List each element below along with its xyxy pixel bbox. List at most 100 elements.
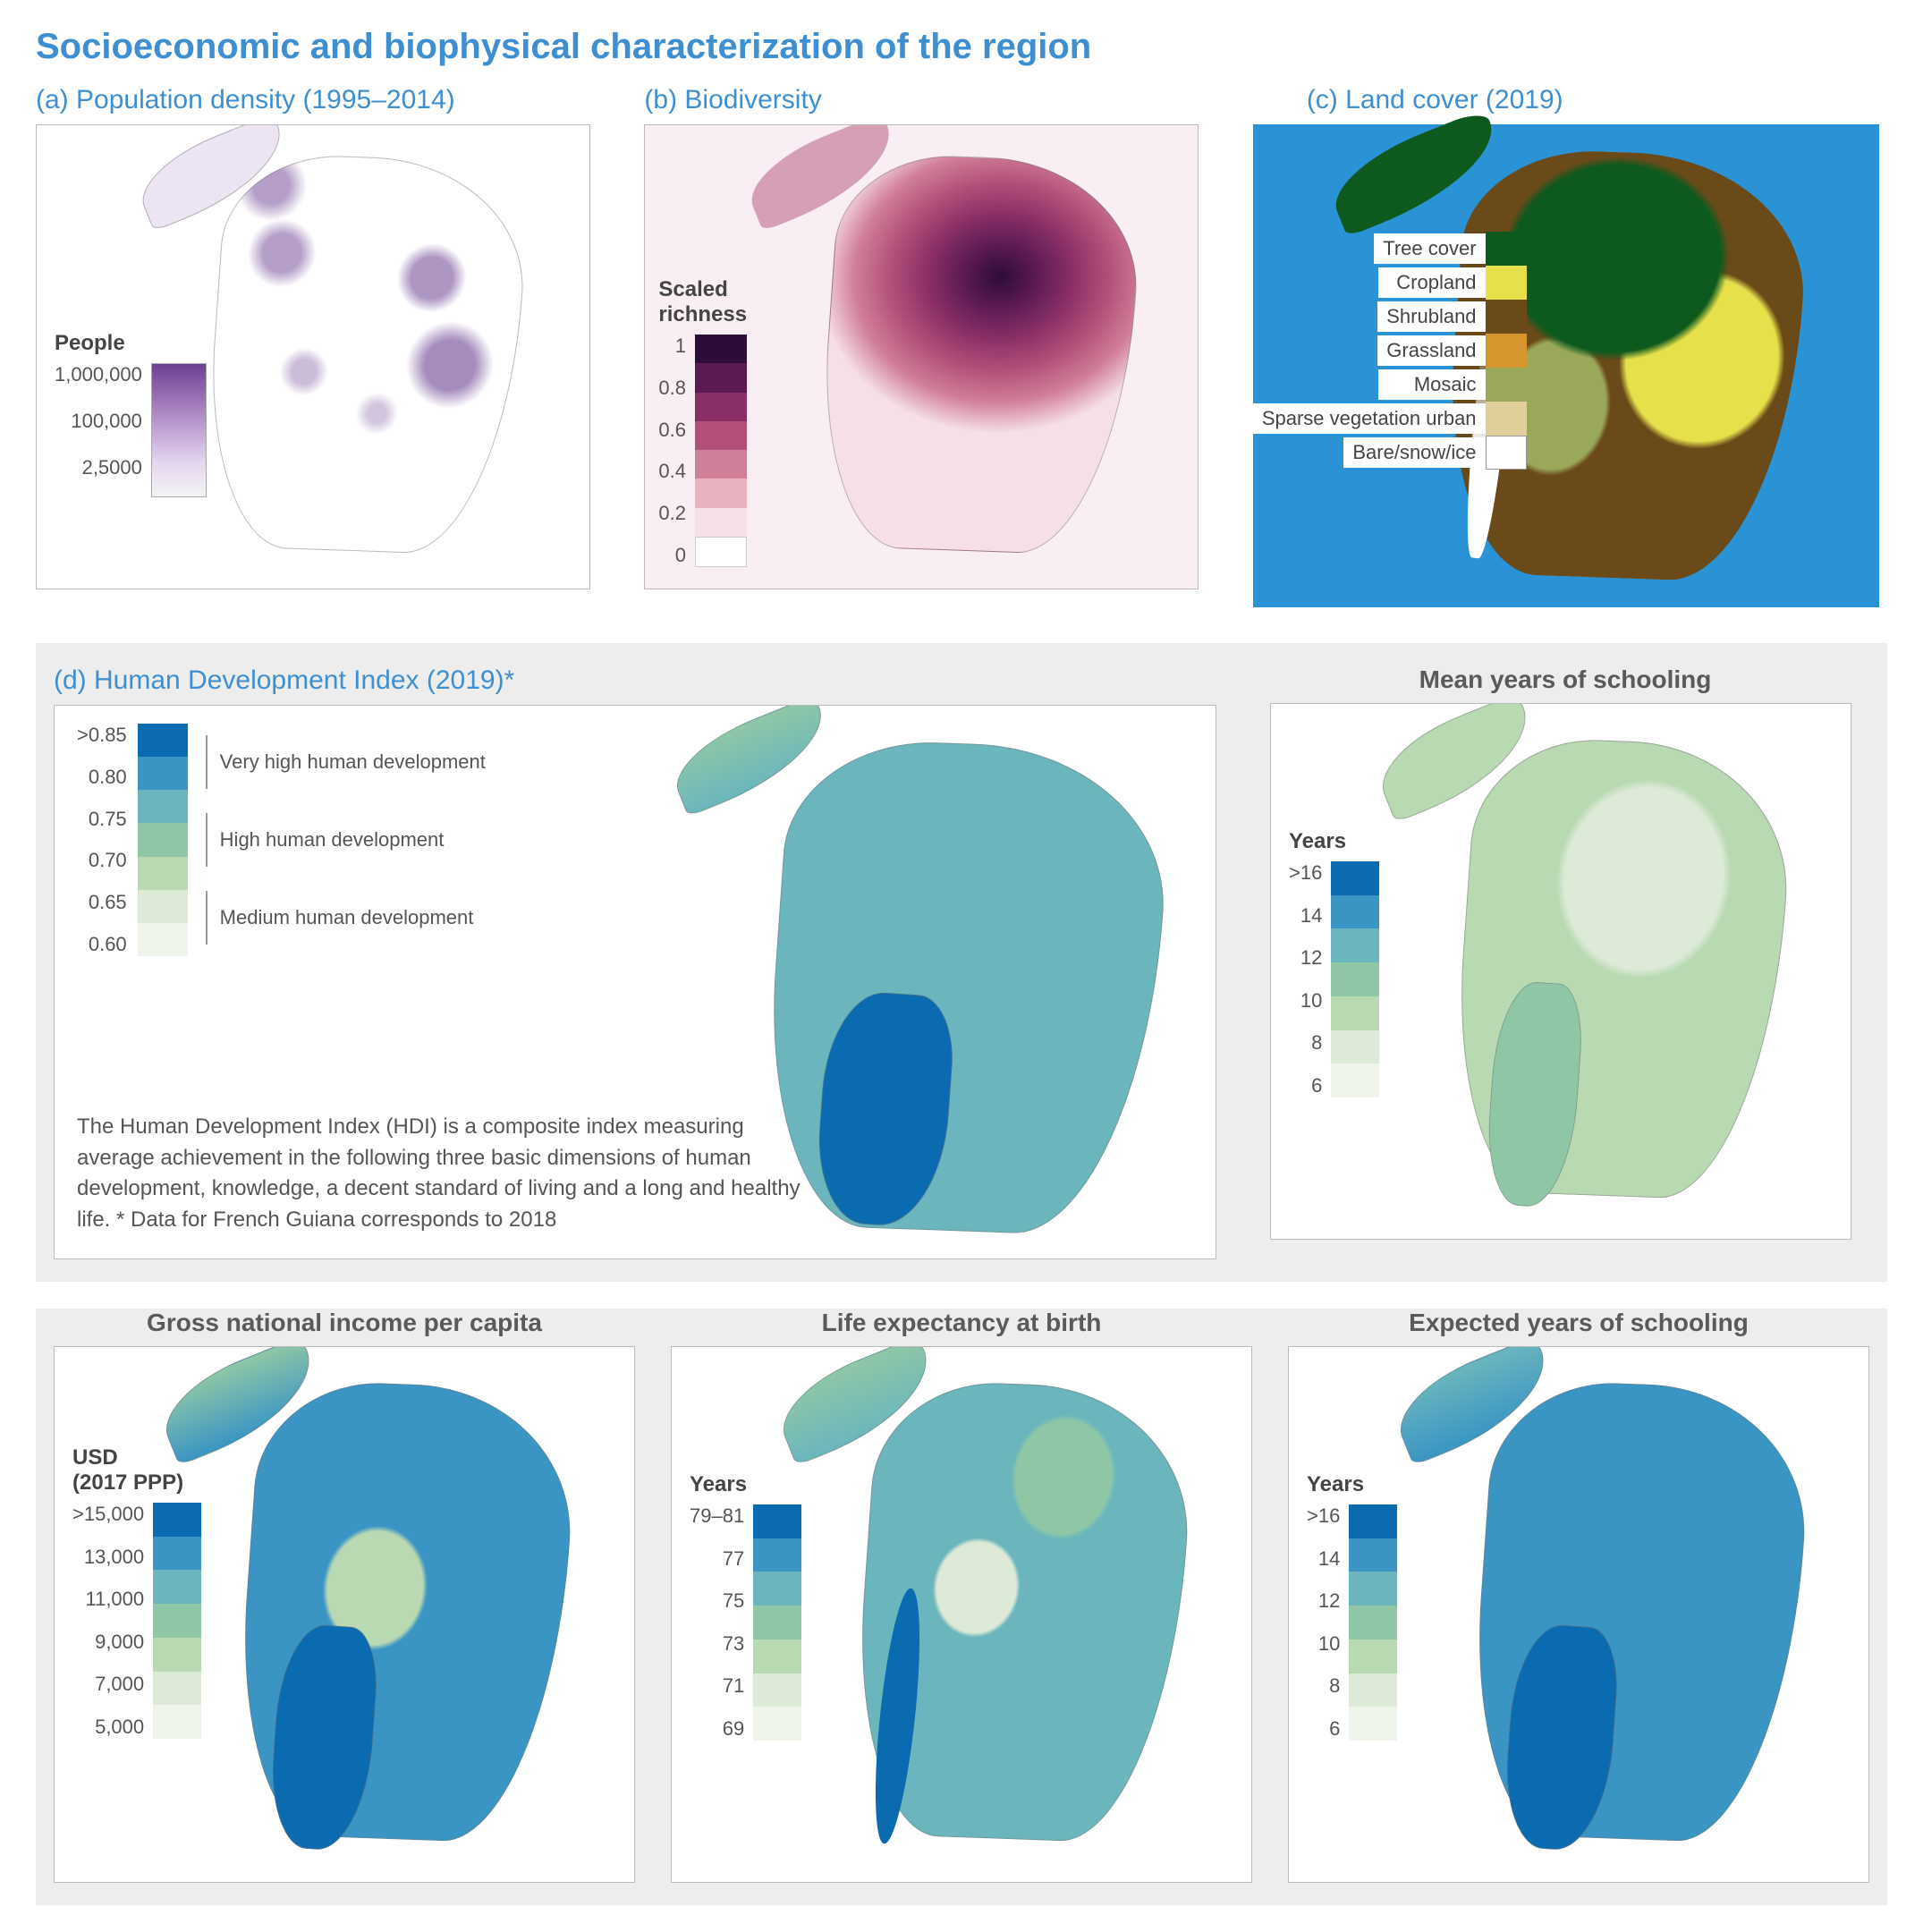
panel-schooling-mean-title: Mean years of schooling xyxy=(1270,665,1860,694)
panel-b-colorbar xyxy=(695,335,747,567)
panel-d: (d) Human Development Index (2019)* >0.8… xyxy=(54,665,1234,1259)
panel-gni-map: USD (2017 PPP) >15,00013,00011,0009,0007… xyxy=(54,1346,635,1883)
landcover-swatch xyxy=(1486,402,1527,436)
hdi-band-label: Medium human development xyxy=(220,906,474,929)
tick: 0.75 xyxy=(89,808,127,831)
tick: 12 xyxy=(1300,946,1322,970)
panel-gni-title: Gross national income per capita xyxy=(54,1309,635,1337)
landcover-legend-label: Cropland xyxy=(1378,267,1486,298)
tick: 0.8 xyxy=(658,377,686,400)
landcover-legend-label: Tree cover xyxy=(1374,233,1485,264)
hdi-band-label: High human development xyxy=(220,828,445,852)
panel-b-map: Scaled richness 1 0.8 0.6 0.4 0.2 0 xyxy=(644,124,1199,589)
tick: 0.70 xyxy=(89,849,127,872)
panel-d-colorbar xyxy=(138,724,188,956)
landcover-legend-row: Bare/snow/ice xyxy=(1253,436,1527,470)
tick: 0.6 xyxy=(658,419,686,442)
tick: 1 xyxy=(675,335,686,358)
panel-a-colorbar xyxy=(151,363,207,497)
colorbar xyxy=(753,1504,801,1741)
legend: Years >1614121086 xyxy=(1289,829,1379,1097)
tick: 8 xyxy=(1311,1031,1322,1055)
landcover-legend-row: Grassland xyxy=(1253,334,1527,368)
landcover-legend-label: Mosaic xyxy=(1378,369,1486,400)
main-title: Socioeconomic and biophysical characteri… xyxy=(36,27,1887,67)
landcover-legend-row: Cropland xyxy=(1253,266,1527,300)
landcover-legend-row: Shrubland xyxy=(1253,300,1527,334)
tick: 0 xyxy=(675,544,686,567)
panel-a-legend-title: People xyxy=(55,331,207,356)
landcover-swatch xyxy=(1486,232,1527,266)
tick: 10 xyxy=(1300,989,1322,1013)
landcover-swatch xyxy=(1486,334,1527,368)
tick: 0.80 xyxy=(89,766,127,789)
panel-b-legend: Scaled richness 1 0.8 0.6 0.4 0.2 0 xyxy=(658,277,747,567)
landcover-legend-row: Sparse vegetation urban xyxy=(1253,402,1527,436)
tick: 6 xyxy=(1329,1717,1340,1741)
panel-gni: Gross national income per capita USD (20… xyxy=(54,1309,635,1883)
landcover-swatch xyxy=(1486,436,1527,470)
landcover-legend-label: Shrubland xyxy=(1377,301,1485,332)
legend-title: Years xyxy=(1307,1472,1397,1497)
panel-schooling-mean-map: Years >1614121086 xyxy=(1270,703,1851,1240)
tick: 10 xyxy=(1318,1632,1340,1656)
tick: 100,000 xyxy=(71,410,142,433)
legend: Years 79–817775737169 xyxy=(690,1472,801,1741)
panel-b-legend-title: Scaled richness xyxy=(658,277,747,327)
panel-d-title: (d) Human Development Index (2019)* xyxy=(54,665,1234,696)
tick: >0.85 xyxy=(77,724,127,747)
panel-b-title: (b) Biodiversity xyxy=(644,85,1207,115)
panel-schooling-exp: Expected years of schooling Years >16141… xyxy=(1288,1309,1869,1883)
tick: 12 xyxy=(1318,1589,1340,1613)
legend-title: Years xyxy=(1289,829,1379,854)
panel-schooling-exp-map: Years >1614121086 xyxy=(1288,1346,1869,1883)
landcover-swatch xyxy=(1486,368,1527,402)
tick: 2,5000 xyxy=(82,456,142,479)
tick: 79–81 xyxy=(690,1504,744,1528)
south-america-shape xyxy=(199,152,531,556)
panel-b: (b) Biodiversity Scaled richness 1 0.8 0… xyxy=(644,85,1207,607)
colorbar xyxy=(1349,1504,1397,1741)
panel-life-title: Life expectancy at birth xyxy=(671,1309,1252,1337)
tick: 5,000 xyxy=(95,1716,144,1739)
panel-d-legend: >0.85 0.80 0.75 0.70 0.65 0.60 xyxy=(77,724,486,956)
south-america-shape xyxy=(814,152,1146,556)
tick: 0.2 xyxy=(658,502,686,525)
landcover-legend-row: Mosaic xyxy=(1253,368,1527,402)
tick: 69 xyxy=(723,1717,744,1741)
panel-c-map: Tree coverCroplandShrublandGrasslandMosa… xyxy=(1253,124,1879,607)
tick: 73 xyxy=(723,1632,744,1656)
panel-life-map: Years 79–817775737169 xyxy=(671,1346,1252,1883)
tick: 77 xyxy=(723,1547,744,1571)
tick: 11,000 xyxy=(85,1588,144,1611)
landcover-swatch xyxy=(1486,266,1527,300)
panel-c: (c) Land cover (2019) Tree coverCropland… xyxy=(1253,85,1887,607)
tick: 14 xyxy=(1318,1547,1340,1571)
tick: 9,000 xyxy=(95,1631,144,1654)
landcover-legend-row: Tree cover xyxy=(1253,232,1527,266)
panel-a-title: (a) Population density (1995–2014) xyxy=(36,85,599,115)
tick: 14 xyxy=(1300,904,1322,928)
legend: USD (2017 PPP) >15,00013,00011,0009,0007… xyxy=(72,1445,201,1739)
panel-c-title: (c) Land cover (2019) xyxy=(1253,85,1887,115)
tick: 75 xyxy=(723,1589,744,1613)
tick: 6 xyxy=(1311,1074,1322,1097)
panel-a-legend: People 1,000,000 100,000 2,5000 xyxy=(55,331,207,497)
hdi-band-label: Very high human development xyxy=(220,750,486,774)
row-mid: (d) Human Development Index (2019)* >0.8… xyxy=(36,643,1887,1282)
tick: 8 xyxy=(1329,1674,1340,1698)
panel-schooling-mean: Mean years of schooling Years >161412108… xyxy=(1270,665,1860,1259)
tick: 1,000,000 xyxy=(55,363,142,386)
panel-a: (a) Population density (1995–2014) Peopl… xyxy=(36,85,599,607)
colorbar xyxy=(153,1503,201,1739)
tick: 13,000 xyxy=(84,1546,144,1569)
row-bot: Gross national income per capita USD (20… xyxy=(36,1309,1887,1905)
landcover-legend-label: Sparse vegetation urban xyxy=(1253,403,1486,434)
legend-title: USD (2017 PPP) xyxy=(72,1445,201,1496)
panel-schooling-exp-title: Expected years of schooling xyxy=(1288,1309,1869,1337)
colorbar xyxy=(1331,861,1379,1097)
panel-d-map: >0.85 0.80 0.75 0.70 0.65 0.60 xyxy=(54,705,1216,1259)
tick: 0.65 xyxy=(89,891,127,914)
tick: 0.4 xyxy=(658,460,686,483)
panel-c-legend: Tree coverCroplandShrublandGrasslandMosa… xyxy=(1253,232,1527,470)
